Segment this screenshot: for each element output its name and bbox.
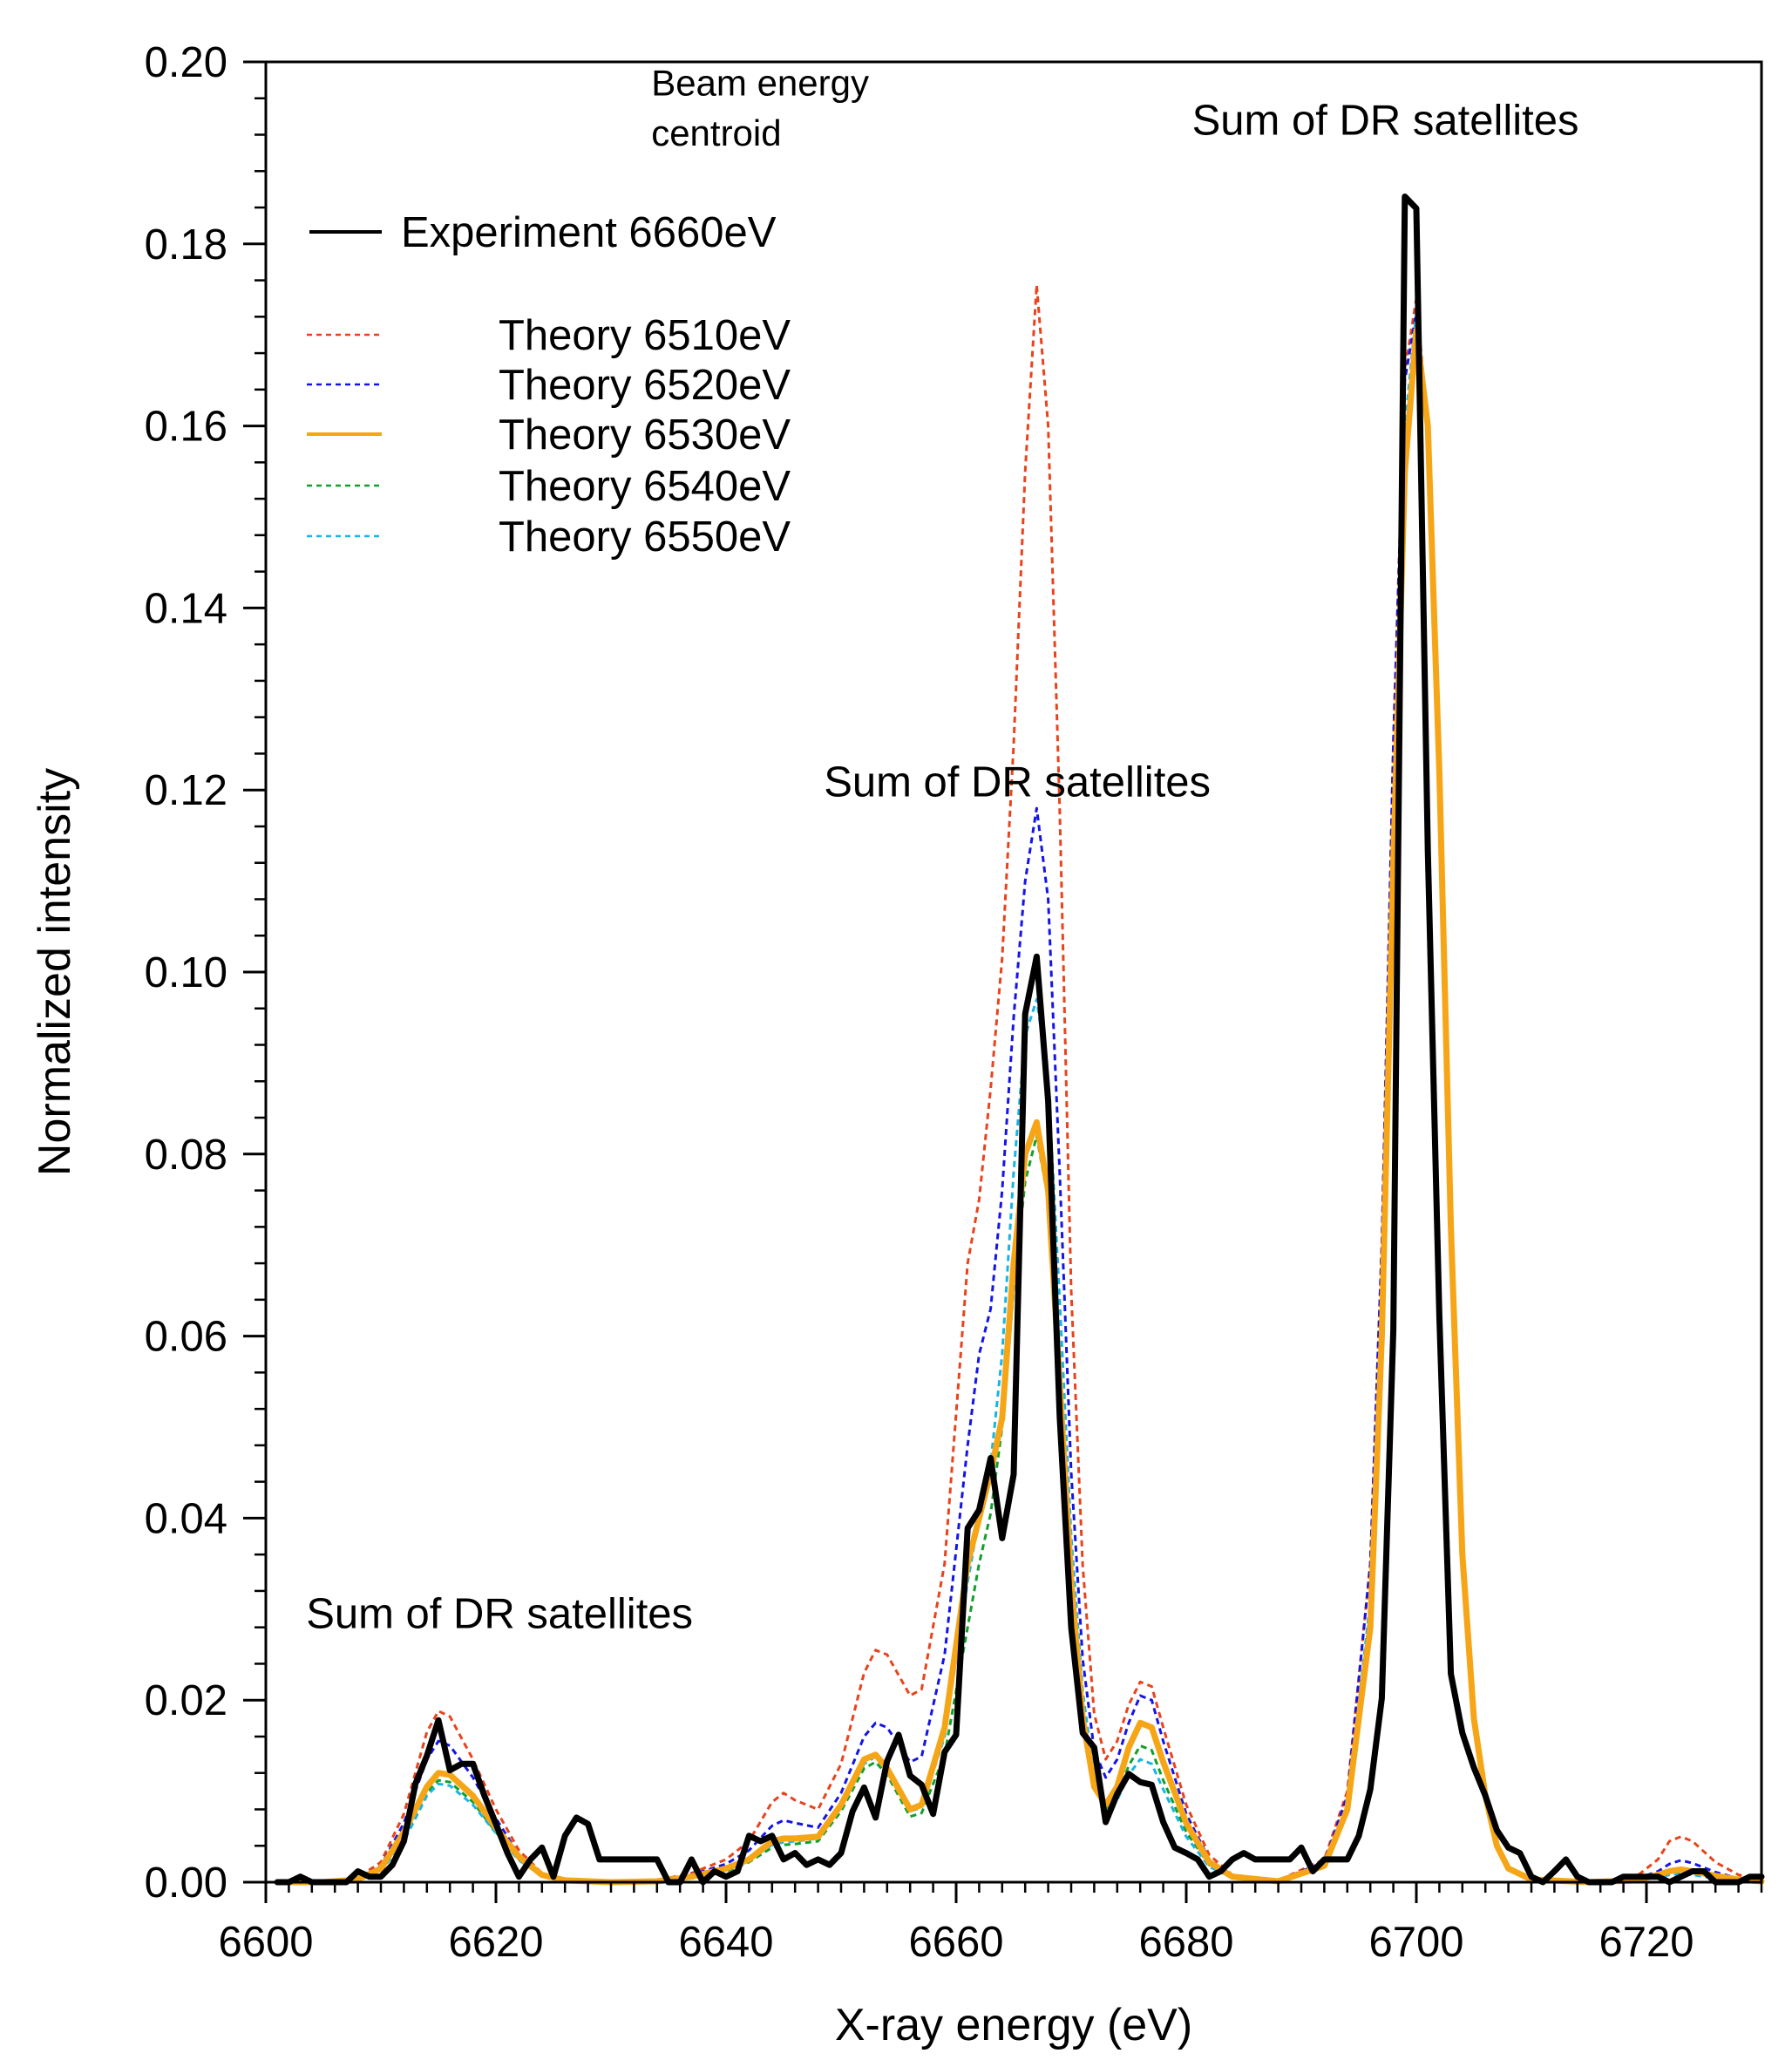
x-tick-label: 6720 [1599,1919,1694,1966]
x-tick-label: 6660 [908,1919,1003,1966]
series-line-experiment-6660ev [274,194,1765,1886]
annotation: Sum of DR satellites [306,1591,693,1638]
legend-label: Theory 6540eV [499,463,791,510]
y-tick-label: 0.02 [145,1677,227,1724]
y-tick-label: 0.14 [145,585,227,632]
legend-label: Theory 6510eV [499,312,791,359]
x-tick-label: 6700 [1368,1919,1463,1966]
y-tick-label: 0.10 [145,949,227,996]
annotation: centroid [651,112,781,153]
y-tick-label: 0.08 [145,1132,227,1179]
y-tick-label: 0.16 [145,404,227,451]
ticks-layer [243,60,1763,1903]
legend-label: Theory 6520eV [499,362,791,409]
y-tick-label: 0.18 [145,221,227,269]
y-tick-label: 0.12 [145,767,227,814]
x-tick-label: 6620 [448,1919,543,1966]
annotation: Sum of DR satellites [824,759,1211,806]
annotation: Sum of DR satellites [1192,98,1579,145]
x-tick-label: 6640 [678,1919,773,1966]
legend-label: Experiment 6660eV [401,209,777,256]
y-tick-label: 0.20 [145,39,227,86]
x-tick-label: 6600 [218,1919,313,1966]
legend-label: Theory 6530eV [499,411,791,459]
y-axis-label: Normalized intensity [30,768,80,1176]
y-tick-label: 0.04 [145,1495,227,1542]
legend-label: Theory 6550eV [499,513,791,561]
y-tick-label: 0.06 [145,1314,227,1361]
x-tick-label: 6680 [1138,1919,1233,1966]
y-tick-label: 0.00 [145,1860,227,1907]
x-axis-label: X-ray energy (eV) [835,2000,1192,2050]
annotation: Beam energy [651,63,869,104]
tick-labels-layer: 6600 6620 6640 6660 6680 6700 6720 0.00 0.02 0.04… [145,39,1694,1966]
annotations-layer: Beam energy centroid Sum of DR satellites S… [306,63,1578,1638]
